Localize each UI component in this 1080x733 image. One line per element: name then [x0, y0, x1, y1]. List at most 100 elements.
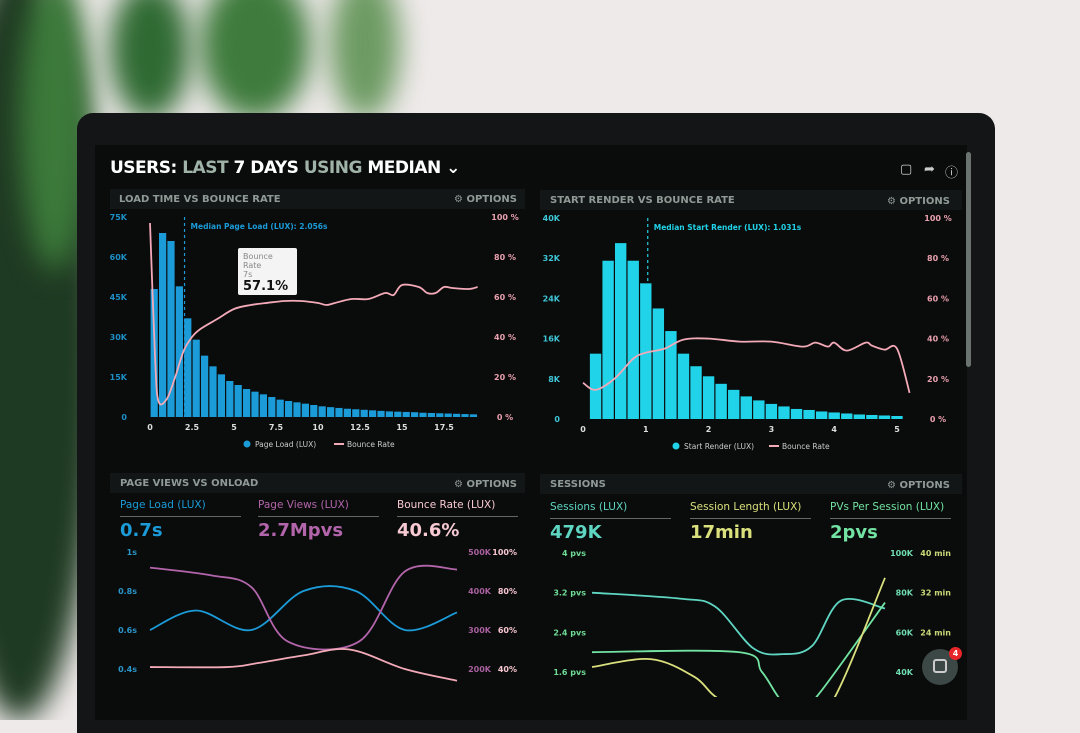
- y3-tick-label: 32 min: [920, 589, 951, 598]
- histogram-bar[interactable]: [377, 410, 385, 417]
- x-tick-label: 0: [147, 423, 153, 432]
- share-icon[interactable]: ➦: [924, 162, 935, 177]
- histogram-bar[interactable]: [369, 410, 377, 417]
- histogram-bar[interactable]: [677, 353, 690, 419]
- histogram-bar[interactable]: [765, 403, 778, 419]
- x-tick-label: 2.5: [185, 423, 200, 432]
- metric-label: Sessions (LUX): [550, 501, 628, 513]
- histogram-bar[interactable]: [310, 405, 318, 417]
- histogram-bar[interactable]: [615, 243, 627, 419]
- histogram-bar[interactable]: [853, 414, 865, 419]
- histogram-bar[interactable]: [385, 411, 393, 417]
- histogram-bar[interactable]: [753, 400, 765, 419]
- histogram-bar[interactable]: [453, 413, 461, 417]
- y-tick-label: 32K: [543, 254, 561, 263]
- y-tick-label: 1s: [127, 548, 138, 557]
- histogram-bar[interactable]: [602, 260, 614, 419]
- histogram-bar[interactable]: [690, 366, 702, 419]
- histogram-bar[interactable]: [411, 412, 419, 417]
- histogram-bar[interactable]: [167, 241, 175, 417]
- metric-divider: [258, 516, 379, 517]
- options-button[interactable]: ⚙ OPTIONS: [454, 479, 517, 490]
- metric-value: 479K: [550, 522, 602, 543]
- histogram-bar[interactable]: [828, 412, 840, 419]
- histogram-bar[interactable]: [192, 339, 200, 417]
- options-label: OPTIONS: [899, 196, 950, 207]
- histogram-bar[interactable]: [301, 403, 309, 417]
- help-icon[interactable]: ⓘ: [945, 166, 959, 181]
- histogram-bar[interactable]: [159, 233, 167, 417]
- histogram-bar[interactable]: [327, 407, 335, 417]
- histogram-bar[interactable]: [461, 414, 469, 417]
- histogram-bar[interactable]: [318, 406, 326, 417]
- histogram-bar[interactable]: [335, 407, 343, 417]
- histogram-bar[interactable]: [803, 409, 815, 419]
- y2-tick-label: 100K: [890, 549, 914, 558]
- notification-badge: 4: [949, 647, 962, 660]
- histogram-bar[interactable]: [209, 366, 217, 417]
- histogram-bar[interactable]: [891, 415, 903, 419]
- histogram-bar[interactable]: [627, 260, 639, 419]
- histogram-bar[interactable]: [234, 385, 242, 417]
- y2-tick-label: 0 %: [930, 415, 946, 424]
- y-tick-label: 16K: [543, 335, 561, 344]
- histogram-bar[interactable]: [175, 286, 183, 417]
- histogram-bar[interactable]: [402, 411, 410, 417]
- metric-label: Bounce Rate (LUX): [397, 499, 496, 511]
- histogram-bar[interactable]: [201, 355, 209, 417]
- options-button[interactable]: ⚙ OPTIONS: [887, 480, 950, 491]
- histogram-bar[interactable]: [268, 397, 276, 417]
- options-button[interactable]: ⚙ OPTIONS: [887, 196, 950, 207]
- tooltip-value: 57.1%: [243, 279, 289, 294]
- histogram-bar[interactable]: [217, 374, 225, 417]
- histogram-bar[interactable]: [652, 308, 665, 419]
- chevron-down-icon[interactable]: ⌄: [446, 158, 460, 178]
- monitor-icon[interactable]: ▢: [900, 162, 913, 177]
- histogram-bar[interactable]: [778, 406, 790, 419]
- histogram-bar[interactable]: [790, 408, 803, 419]
- series-line: [591, 591, 886, 656]
- legend-swatch: [672, 442, 680, 450]
- plant-leaf: [200, 0, 310, 120]
- histogram-bar[interactable]: [360, 409, 368, 417]
- histogram-bar[interactable]: [589, 353, 602, 419]
- histogram-bar[interactable]: [715, 383, 727, 419]
- histogram-bar[interactable]: [184, 318, 192, 417]
- dashboard-screen: [95, 145, 967, 720]
- histogram-bar[interactable]: [427, 413, 435, 417]
- histogram-bar[interactable]: [866, 414, 878, 419]
- histogram-bar[interactable]: [728, 389, 740, 419]
- histogram-bar[interactable]: [740, 396, 752, 419]
- x-tick-label: 5: [894, 425, 900, 434]
- metric-label: Page Load (LUX): [120, 499, 206, 511]
- histogram-bar[interactable]: [226, 381, 234, 417]
- histogram-bar[interactable]: [243, 389, 251, 417]
- histogram-bar[interactable]: [640, 283, 652, 419]
- histogram-bar[interactable]: [293, 402, 301, 417]
- tooltip-title: Bounce Rate: [243, 252, 273, 270]
- options-button[interactable]: ⚙ OPTIONS: [454, 194, 517, 205]
- histogram-bar[interactable]: [436, 413, 444, 417]
- histogram-bar[interactable]: [394, 411, 402, 417]
- histogram-bar[interactable]: [343, 408, 351, 417]
- panel-title: START RENDER VS BOUNCE RATE: [550, 195, 735, 206]
- histogram-bar[interactable]: [419, 412, 427, 417]
- y2-tick-label: 80K: [896, 589, 914, 598]
- histogram-bar[interactable]: [352, 409, 360, 417]
- histogram-bar[interactable]: [285, 401, 293, 417]
- histogram-bar[interactable]: [815, 411, 828, 419]
- histogram-bar[interactable]: [665, 331, 677, 419]
- histogram-bar[interactable]: [469, 414, 477, 417]
- histogram-bar[interactable]: [841, 413, 853, 419]
- dashboard-title[interactable]: USERS: LAST 7 DAYS USING MEDIAN ⌄: [110, 158, 460, 178]
- y-tick-label: 24K: [543, 294, 561, 303]
- y2-tick-label: 100 %: [491, 213, 519, 222]
- panel-header-render: [540, 190, 962, 210]
- histogram-bar[interactable]: [702, 376, 715, 419]
- histogram-bar[interactable]: [444, 413, 452, 417]
- histogram-bar[interactable]: [276, 399, 284, 417]
- histogram-bar[interactable]: [259, 394, 267, 417]
- histogram-bar[interactable]: [878, 415, 891, 419]
- histogram-bar[interactable]: [251, 391, 259, 417]
- scrollbar[interactable]: [966, 152, 971, 367]
